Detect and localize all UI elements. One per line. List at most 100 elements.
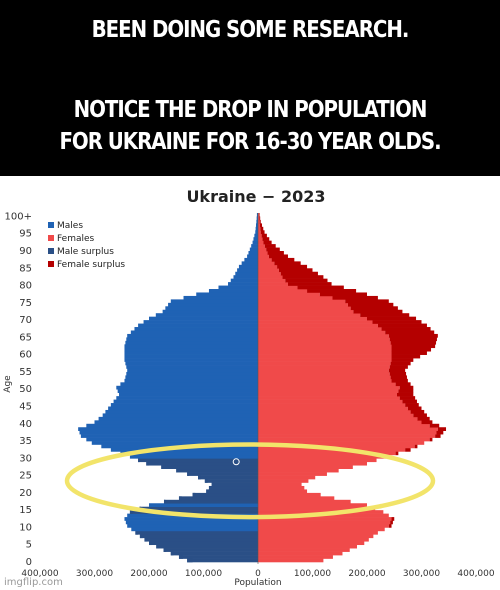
female-surplus-bar bbox=[260, 226, 264, 231]
female-bar bbox=[258, 268, 279, 273]
marker-circle bbox=[232, 458, 240, 466]
y-tick-label: 75 bbox=[19, 298, 32, 309]
male-bar bbox=[206, 489, 258, 494]
male-bar bbox=[143, 320, 258, 324]
female-surplus-bar bbox=[259, 223, 262, 228]
female-surplus-bar bbox=[381, 327, 431, 331]
caption-line-3: FOR UKRAINE FOR 16-30 YEAR OLDS. bbox=[59, 129, 441, 155]
male-bar bbox=[116, 385, 258, 390]
bars-layer bbox=[78, 213, 447, 563]
male-bar bbox=[176, 468, 258, 473]
female-surplus-bar bbox=[268, 254, 288, 259]
female-surplus-bar bbox=[388, 368, 406, 373]
female-surplus-bar bbox=[280, 271, 318, 276]
male-bar bbox=[127, 333, 258, 338]
female-bar bbox=[258, 541, 365, 546]
female-bar bbox=[258, 503, 367, 508]
female-bar bbox=[258, 444, 415, 449]
female-surplus-bar bbox=[390, 361, 411, 366]
female-bar bbox=[258, 309, 354, 314]
female-bar bbox=[258, 313, 361, 317]
y-tick-label: 60 bbox=[19, 350, 32, 361]
male-surplus-bar bbox=[163, 548, 167, 552]
female-surplus-bar bbox=[429, 437, 433, 442]
female-surplus-bar bbox=[345, 299, 389, 304]
female-bar bbox=[258, 295, 333, 300]
female-bar bbox=[258, 327, 382, 331]
female-bar bbox=[258, 375, 391, 380]
female-bar bbox=[258, 427, 438, 431]
female-surplus-bar bbox=[390, 340, 437, 345]
female-surplus-bar bbox=[389, 337, 437, 342]
male-bar bbox=[134, 327, 258, 331]
male-bar bbox=[129, 510, 258, 514]
male-bar bbox=[139, 506, 258, 511]
female-surplus-bar bbox=[390, 520, 393, 525]
male-bar bbox=[126, 371, 259, 376]
female-bar bbox=[258, 285, 298, 290]
female-surplus-bar bbox=[410, 409, 425, 414]
female-bar bbox=[258, 316, 367, 321]
male-surplus-bar bbox=[138, 458, 140, 463]
female-surplus-bar bbox=[285, 278, 328, 283]
female-bar bbox=[258, 555, 333, 559]
female-surplus-bar bbox=[391, 358, 414, 362]
female-bar bbox=[258, 454, 387, 459]
male-surplus-bar bbox=[129, 510, 133, 514]
x-tick-label: 300,000 bbox=[403, 569, 440, 579]
female-surplus-bar bbox=[407, 406, 422, 411]
female-bar bbox=[258, 413, 414, 418]
meme-caption-top: BEEN DOING SOME RESEARCH. bbox=[35, 14, 465, 46]
female-surplus-bar bbox=[413, 413, 427, 418]
male-bar bbox=[119, 392, 259, 397]
female-bar bbox=[258, 216, 260, 221]
male-bar bbox=[116, 396, 258, 400]
female-surplus-bar bbox=[402, 399, 417, 404]
male-bar bbox=[254, 233, 258, 238]
y-tick-label: 55 bbox=[19, 367, 32, 378]
male-bar bbox=[131, 527, 258, 532]
female-bar bbox=[258, 537, 369, 542]
meme-caption-bottom: NOTICE THE DROP IN POPULATION FOR UKRAIN… bbox=[35, 94, 465, 158]
y-tick-label: 70 bbox=[19, 315, 32, 326]
female-surplus-bar bbox=[332, 295, 378, 300]
legend-label: Male surplus bbox=[57, 247, 114, 257]
female-bar bbox=[258, 299, 346, 304]
female-surplus-bar bbox=[405, 403, 419, 407]
female-bar bbox=[258, 219, 260, 224]
female-bar bbox=[258, 289, 308, 293]
female-bar bbox=[258, 351, 392, 355]
female-surplus-bar bbox=[287, 282, 332, 286]
male-bar bbox=[94, 420, 258, 425]
caption-line-1: BEEN DOING SOME RESEARCH. bbox=[91, 17, 410, 43]
male-surplus-bar bbox=[192, 492, 196, 497]
male-bar bbox=[208, 485, 258, 490]
male-bar bbox=[149, 541, 258, 546]
male-surplus-bar bbox=[208, 485, 212, 490]
male-bar bbox=[78, 427, 259, 431]
female-surplus-bar bbox=[259, 213, 260, 217]
y-tick-label: 65 bbox=[19, 332, 32, 343]
male-bar bbox=[155, 313, 258, 317]
legend-swatch bbox=[48, 248, 54, 254]
female-bar bbox=[258, 416, 418, 421]
female-bar bbox=[258, 237, 263, 241]
male-bar bbox=[127, 523, 258, 528]
male-bar bbox=[228, 282, 258, 286]
y-tick-label: 30 bbox=[19, 453, 32, 464]
male-surplus-bar bbox=[206, 489, 209, 494]
highlight-ellipse bbox=[64, 442, 436, 520]
legend-label: Females bbox=[57, 234, 95, 244]
male-surplus-bar bbox=[187, 472, 190, 476]
male-bar bbox=[237, 268, 258, 273]
male-bar bbox=[110, 403, 258, 407]
female-bar bbox=[258, 365, 390, 369]
male-bar bbox=[124, 351, 258, 355]
male-surplus-bar bbox=[146, 461, 149, 466]
male-bar bbox=[187, 472, 258, 476]
x-tick-label: 100,000 bbox=[294, 569, 331, 579]
male-bar bbox=[124, 358, 258, 362]
x-tick-label: 100,000 bbox=[185, 569, 222, 579]
x-tick-label: 400,000 bbox=[21, 569, 58, 579]
female-bar bbox=[258, 544, 358, 549]
